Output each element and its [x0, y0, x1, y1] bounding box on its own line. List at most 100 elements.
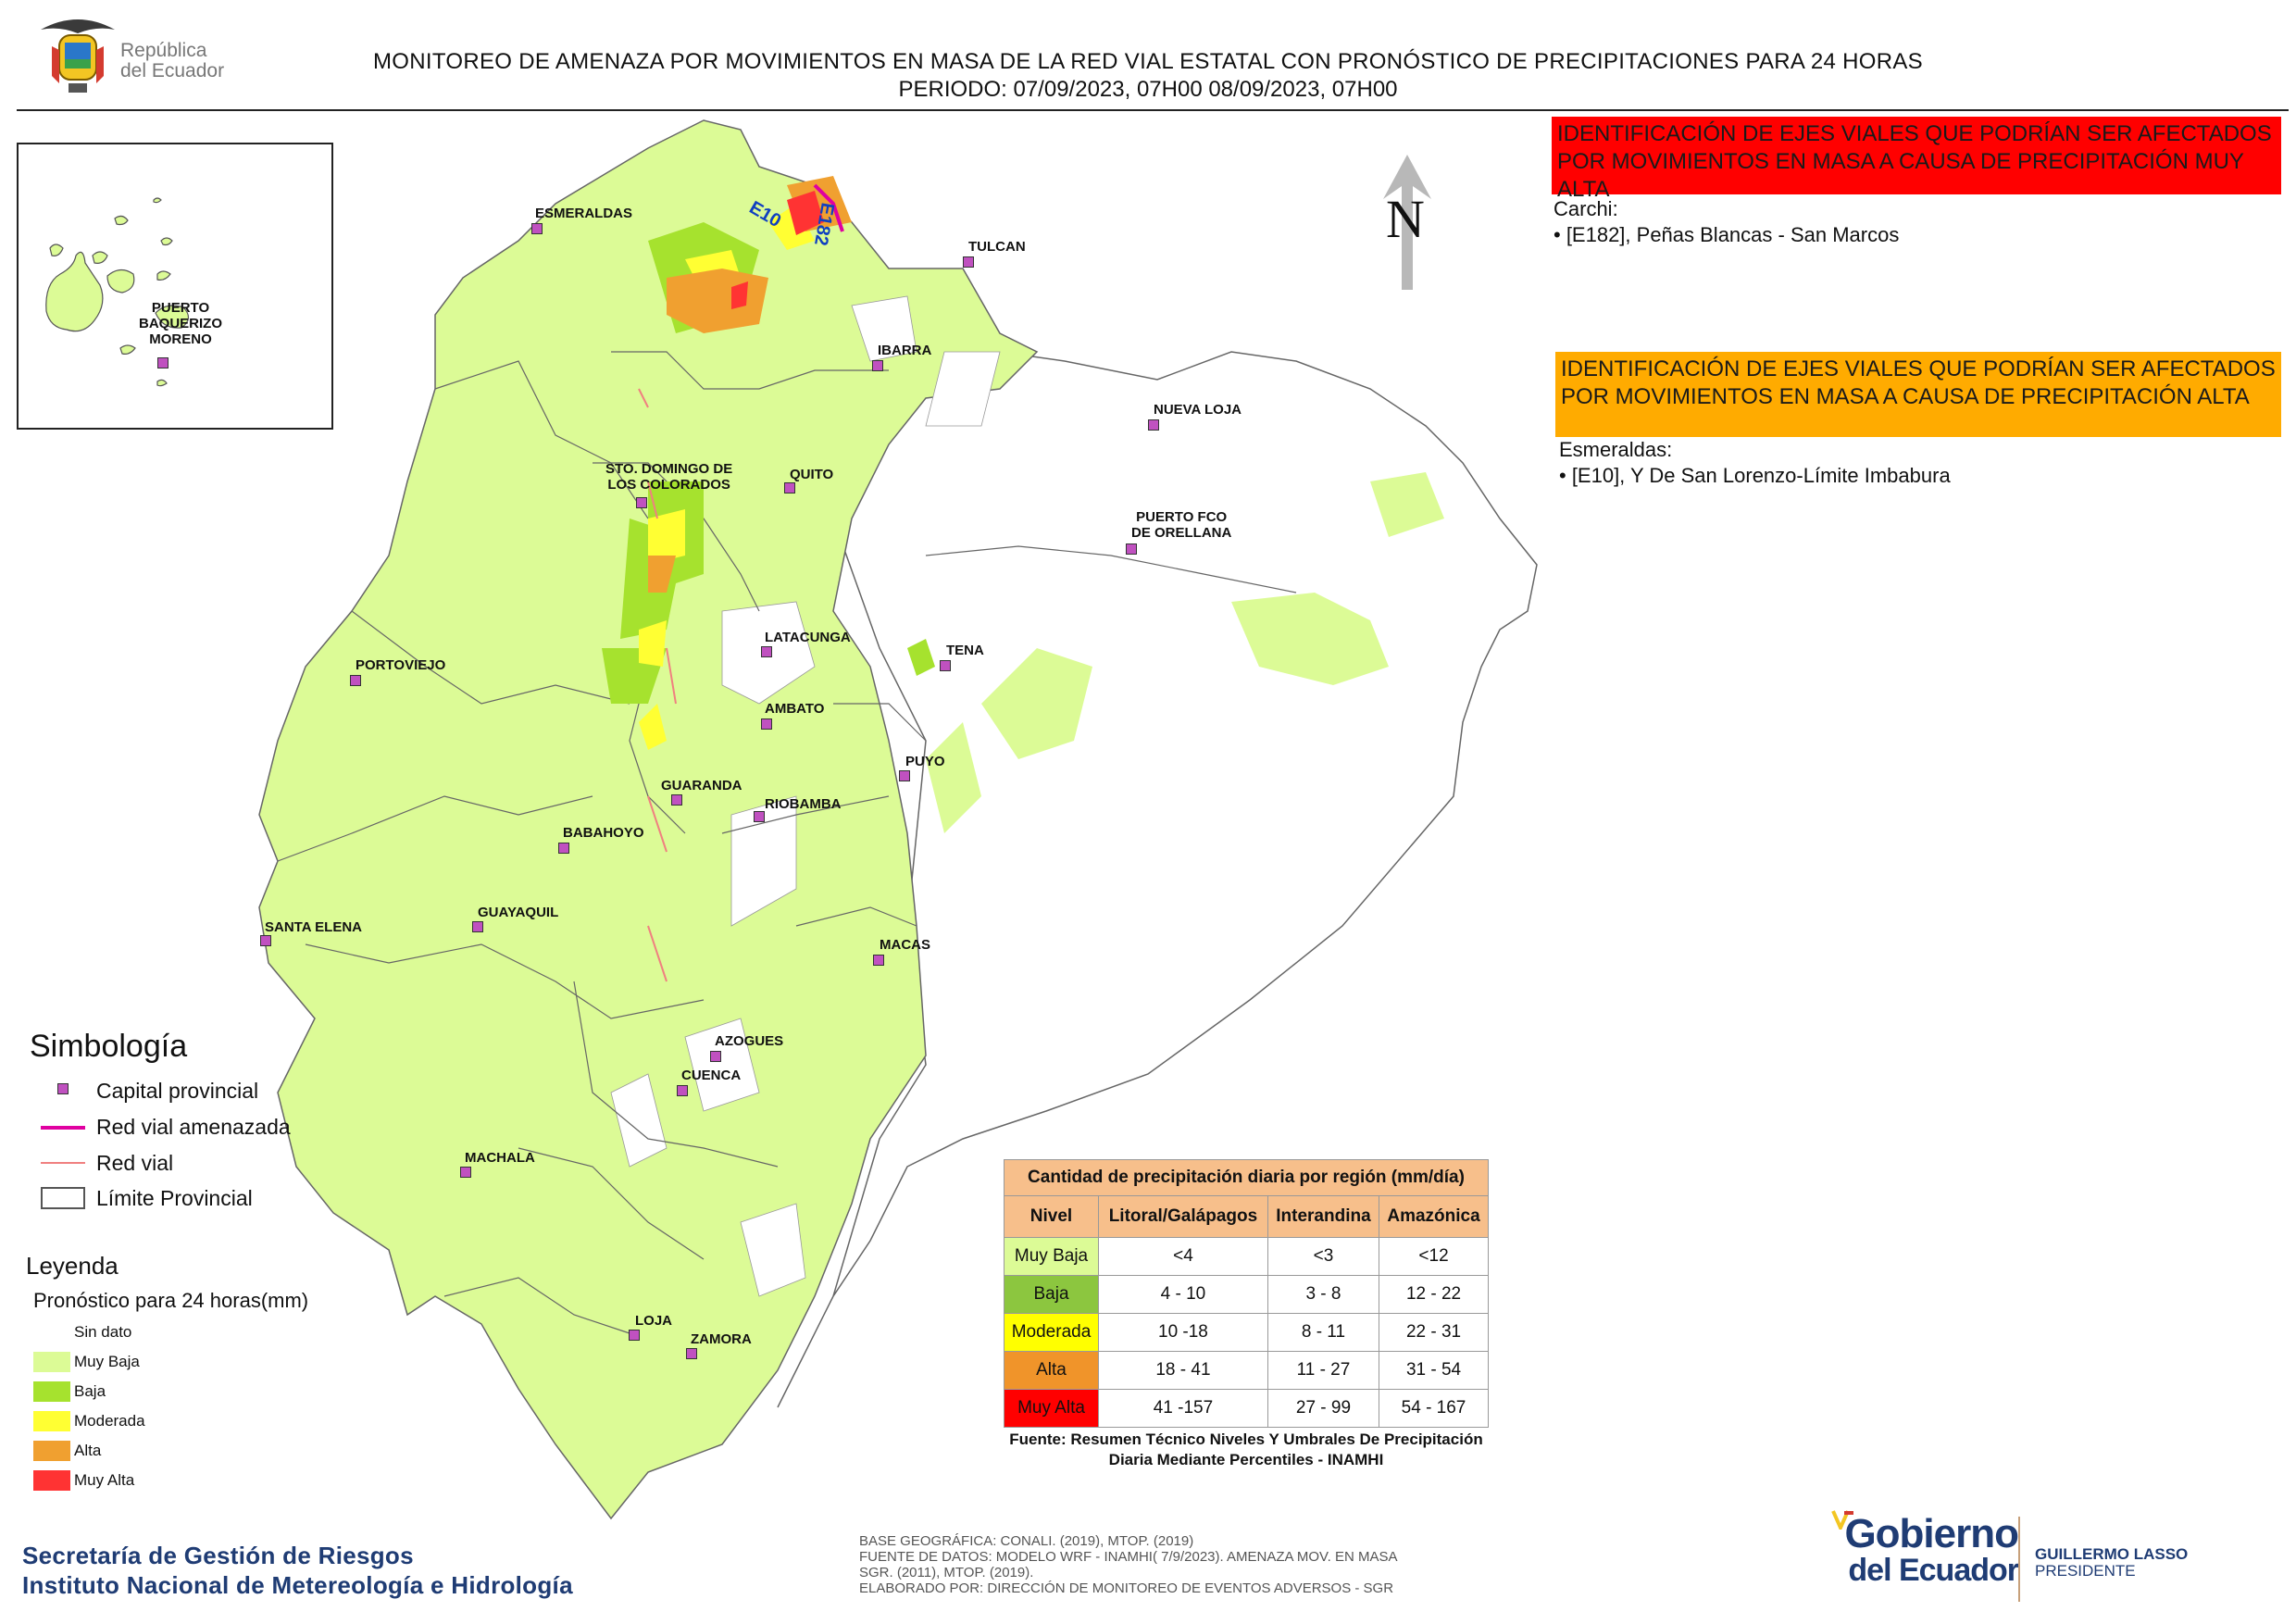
capital-marker-riobamba — [754, 811, 765, 822]
city-label-macas: MACAS — [880, 937, 930, 953]
amazon-patch — [926, 722, 981, 833]
simbologia-road-line — [41, 1162, 85, 1164]
alert-alta-item: • [E10], Y De San Lorenzo-Límite Imbabur… — [1559, 464, 1951, 487]
capital-marker-babahoyo — [558, 843, 569, 854]
table-cell: 8 - 11 — [1267, 1313, 1380, 1352]
president-title-line: PRESIDENTE — [2035, 1562, 2136, 1580]
legend-label-baja: Baja — [74, 1382, 106, 1400]
alert-alta-heading: IDENTIFICACIÓN DE EJES VIALES QUE PODRÍA… — [1555, 352, 2281, 437]
city-label-nueva-loja: NUEVA LOJA — [1154, 402, 1242, 418]
road-segment — [638, 388, 677, 982]
simbologia-boundary-box — [41, 1187, 85, 1209]
city-label-zamora: ZAMORA — [691, 1331, 752, 1347]
table-row: Alta 18 - 41 11 - 27 31 - 54 — [1003, 1351, 1489, 1390]
no-data-area — [610, 1073, 668, 1168]
table-row: Muy Baja <4 <3 <12 — [1003, 1237, 1489, 1276]
no-data-area — [851, 295, 917, 362]
capital-marker-puerto-orellana — [1126, 543, 1137, 555]
capital-marker-tulcan — [963, 256, 974, 268]
city-label-puerto-orellana: PUERTO FCO DE ORELLANA — [1131, 509, 1232, 541]
legend-swatch-sin-dato — [33, 1322, 70, 1343]
footer-sgr: Secretaría de Gestión de Riesgos — [22, 1542, 414, 1569]
table-cell-level: Muy Baja — [1003, 1237, 1100, 1276]
capital-marker-tena — [940, 660, 951, 671]
legend-swatch-moderada — [33, 1411, 70, 1431]
simbologia-capital-label: Capital provincial — [96, 1079, 259, 1103]
logo-text-1: República — [120, 40, 207, 61]
threatened-road — [813, 183, 844, 232]
logo-text-2: del Ecuador — [120, 60, 225, 81]
period-text: PERIODO: 07/09/2023, 07H00 08/09/2023, 0… — [898, 77, 1398, 102]
gobierno-logo-word-2: del Ecuador — [1848, 1553, 2019, 1588]
leyenda-subtitle: Pronóstico para 24 horas(mm) — [33, 1289, 309, 1312]
amazon-patch — [981, 648, 1092, 759]
alert-muy-alta-item: • [E182], Peñas Blancas - San Marcos — [1554, 223, 1900, 246]
table-cell-level: Alta — [1003, 1351, 1100, 1390]
legend-label-alta: Alta — [74, 1442, 102, 1459]
city-label-santa-elena: SANTA ELENA — [265, 919, 362, 935]
table-cell: 11 - 27 — [1267, 1351, 1380, 1390]
city-label-puerto-baquerizo-moreno: PUERTO BAQUERIZO MORENO — [139, 300, 222, 347]
table-title: Cantidad de precipitación diaria por reg… — [1004, 1159, 1489, 1196]
president-name: GUILLERMO LASSO PRESIDENTE — [2035, 1546, 2188, 1580]
city-label-cuenca: CUENCA — [681, 1068, 742, 1083]
capital-marker-esmeraldas — [531, 223, 543, 234]
capital-marker-puyo — [899, 770, 910, 781]
institution-footer: Secretaría de Gestión de Riesgos Institu… — [22, 1541, 573, 1600]
legend-swatch-muy-alta — [33, 1470, 70, 1491]
capital-marker-azogues — [710, 1051, 721, 1062]
capital-marker-macas — [873, 955, 884, 966]
city-label-guayaquil: GUAYAQUIL — [478, 905, 559, 920]
page-title: MONITOREO DE AMENAZA POR MOVIMIENTOS EN … — [373, 49, 1923, 74]
table-header: Nivel — [1003, 1195, 1100, 1238]
amazon-region — [777, 332, 1538, 1408]
ecuador-coat-of-arms-logo — [41, 19, 115, 93]
footer-base-geografica: BASE GEOGRÁFICA: CONALI. (2019), MTOP. (… — [859, 1533, 1194, 1549]
table-cell-level: Muy Alta — [1003, 1389, 1100, 1428]
table-row: Baja 4 - 10 3 - 8 12 - 22 — [1003, 1275, 1489, 1314]
city-label-loja: LOJA — [635, 1313, 673, 1329]
capital-marker-ibarra — [872, 360, 883, 371]
amazon-patch — [1370, 472, 1444, 537]
north-label: N — [1386, 189, 1425, 249]
capital-marker-nueva-loja — [1148, 419, 1159, 431]
alert-muy-alta-heading: IDENTIFICACIÓN DE EJES VIALES QUE PODRÍA… — [1552, 117, 2281, 202]
no-data-area — [740, 1203, 806, 1297]
capital-marker-zamora — [686, 1348, 697, 1359]
simbologia-threatened-road-label: Red vial amenazada — [96, 1115, 291, 1139]
capital-marker-guayaquil — [472, 921, 483, 932]
alert-muy-alta-province: Carchi: — [1554, 197, 1618, 220]
table-row: Muy Alta 41 -157 27 - 99 54 - 167 — [1003, 1389, 1489, 1428]
ecuador-precipitation-map: E10 E182 — [258, 119, 1538, 1520]
table-cell: 27 - 99 — [1267, 1389, 1380, 1428]
republica-del-ecuador-text: República del Ecuador — [120, 41, 224, 81]
city-label-quito: QUITO — [790, 467, 834, 482]
city-label-tena: TENA — [946, 643, 984, 658]
table-cell: 4 - 10 — [1098, 1275, 1268, 1314]
simbologia-road-label: Red vial — [96, 1151, 174, 1175]
city-label-latacunga: LATACUNGA — [765, 630, 851, 645]
city-label-ambato: AMBATO — [765, 701, 825, 717]
city-label-ibarra: IBARRA — [878, 343, 932, 358]
city-label-puyo: PUYO — [905, 754, 945, 769]
simbologia-title: Simbología — [30, 1029, 188, 1064]
city-label-machala: MACHALA — [465, 1150, 535, 1166]
simbologia-boundary-label: Límite Provincial — [96, 1186, 253, 1210]
legend-swatch-baja — [33, 1381, 70, 1402]
footer-inamhi: Instituto Nacional de Metereología e Hid… — [22, 1571, 573, 1599]
table-cell: 3 - 8 — [1267, 1275, 1380, 1314]
header-divider — [17, 109, 2289, 111]
capital-marker-latacunga — [761, 646, 772, 657]
table-source-note: Fuente: Resumen Técnico Niveles Y Umbral… — [1009, 1430, 1483, 1468]
city-label-azogues: AZOGUES — [715, 1033, 784, 1049]
legend-label-sin-dato: Sin dato — [74, 1323, 132, 1341]
gobierno-logo-word-1: Gobierno — [1844, 1511, 2019, 1556]
capital-marker-guaranda — [671, 794, 682, 806]
city-label-esmeraldas: ESMERALDAS — [535, 206, 633, 221]
table-cell: <12 — [1379, 1237, 1489, 1276]
capital-marker-santo-domingo — [636, 497, 647, 508]
no-data-area — [730, 795, 797, 927]
footer-logo-divider — [2018, 1517, 2020, 1602]
legend-swatch-muy-baja — [33, 1352, 70, 1372]
table-cell: <4 — [1098, 1237, 1268, 1276]
